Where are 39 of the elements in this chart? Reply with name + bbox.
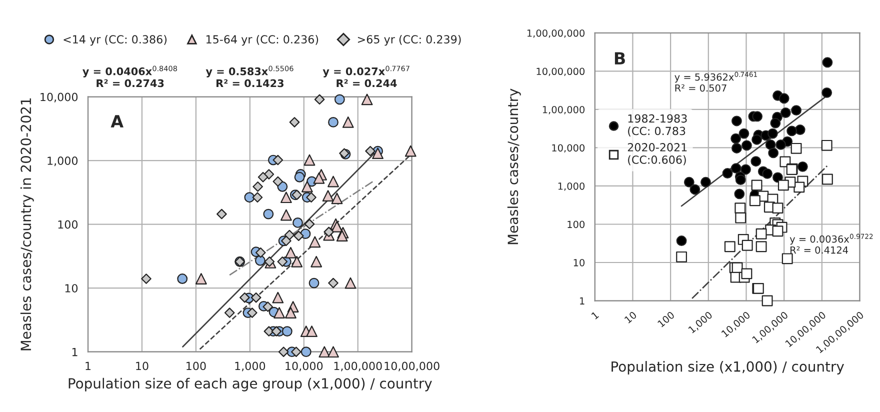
legend-label: <14 yr (CC: 0.386): [64, 34, 167, 46]
y-tick-label: 100: [568, 220, 585, 228]
x-axis-title: Population size of each age group (x1,000) / country: [68, 378, 432, 392]
text: y = 0.583x$^{0.5506}$ R² = 0.1423: [206, 66, 294, 88]
y-tick-label: 1: [72, 348, 78, 356]
x-tick-label: 1,00,000: [334, 362, 382, 372]
x-tick-label: 10: [624, 311, 638, 324]
legend-label: 2020-2021 (CC:0.606): [628, 143, 687, 166]
y-axis-title: Measles cases/country: [507, 88, 521, 244]
x-tick-label: 1: [591, 311, 599, 320]
legend-label: 15-64 yr (CC: 0.236): [206, 34, 318, 46]
text: y = 0.027x$^{0.7767}$ R² = 0.244: [322, 66, 410, 88]
x-tick-label: 1,000: [235, 362, 266, 372]
x-tick-label: 10: [136, 362, 148, 370]
x-tick-label: 1: [86, 362, 91, 370]
y-tick-label: 1: [580, 297, 584, 304]
y-tick-label: 1,000: [558, 182, 585, 191]
annotation: A: [110, 115, 124, 128]
y-tick-label: 1,00,00,000: [527, 29, 585, 38]
text: y = 5.9362x$^{0.7461}$ R² = 0.507: [674, 72, 757, 92]
legend-label: >65 yr (CC: 0.239): [358, 34, 461, 46]
y-tick-label: 10: [65, 284, 78, 292]
x-tick-label: 100: [186, 362, 206, 370]
y-tick-label: 1,00,000: [542, 106, 585, 114]
y-tick-label: 100: [58, 220, 78, 229]
text: y = 0.0406x$^{0.8408}$ R² = 0.2743: [82, 66, 177, 88]
y-axis-title: Measles cases/country in 2020-2021: [20, 98, 34, 350]
y-tick-label: 10,00,000: [536, 68, 585, 76]
y-tick-label: 1,000: [48, 156, 78, 166]
annotation: y = 0.0036x$^{0.9722}$ R² = 0.4124: [790, 234, 873, 254]
x-tick-label: 10,000: [286, 362, 323, 372]
legend-label: 1982-1983 (CC: 0.783: [628, 114, 687, 136]
x-axis-title: Population size (x1,000) / country: [612, 361, 844, 374]
y-tick-label: 10: [574, 258, 585, 266]
y-tick-label: 10,000: [552, 144, 585, 153]
x-tick-label: 10,00,000: [384, 362, 440, 372]
x-tick-label: 100: [657, 311, 675, 328]
annotation: B: [614, 52, 625, 64]
y-tick-label: 10,000: [40, 92, 78, 102]
